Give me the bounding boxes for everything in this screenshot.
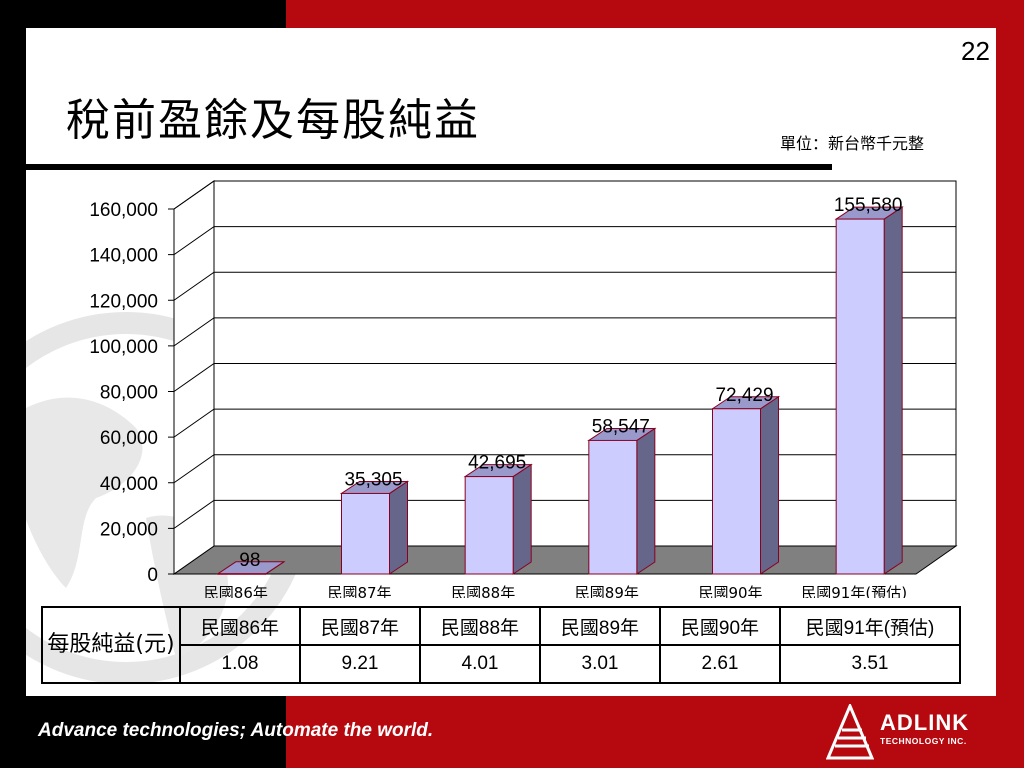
x-category-label: 民國91年(預估) — [801, 584, 907, 598]
eps-header-row: 每股純益(元) 民國86年 民國87年 民國88年 民國89年 民國90年 民國… — [41, 606, 961, 684]
bar-side — [389, 480, 408, 575]
eps-value-cell: 3.51 — [779, 644, 961, 684]
bar-side — [883, 206, 903, 575]
eps-header-cell: 民國86年 — [179, 606, 301, 646]
unit-label: 單位：新台幣千元整 — [780, 134, 925, 153]
adlink-triangle-icon — [825, 702, 875, 760]
bar-side — [512, 463, 532, 575]
bar — [712, 408, 761, 575]
bar-chart: 0 20,000 40,000 60,000 80,000 100,000 120,000 1… — [89, 180, 958, 598]
bar-value-label: 98 — [239, 550, 260, 571]
bar — [341, 492, 390, 575]
eps-value-cell: 3.01 — [539, 644, 661, 684]
footer-tagline: Advance technologies; Automate the world… — [38, 720, 434, 741]
eps-header-cell: 民國89年 — [539, 606, 661, 646]
logo-sub: TECHNOLOGY INC. — [880, 736, 967, 746]
bar-value-label: 35,305 — [344, 469, 402, 490]
bar — [588, 439, 638, 575]
gridline — [173, 499, 956, 529]
bar — [217, 573, 267, 575]
eps-value-row: 1.08 9.21 4.01 3.01 2.61 3.51 — [42, 644, 961, 684]
y-tick-label: 120,000 — [89, 291, 158, 312]
slide: 22 稅前盈餘及每股純益 單位：新台幣千元整 0 20,000 40,000 60,0… — [26, 28, 996, 696]
y-tick-label: 60,000 — [100, 428, 158, 449]
eps-table: 每股純益(元) 民國86年 民國87年 民國88年 民國89年 民國90年 民國… — [41, 606, 961, 684]
eps-header-cell: 民國90年 — [659, 606, 781, 646]
gridline — [173, 180, 956, 210]
gridline — [173, 317, 956, 347]
x-category-label: 民國89年 — [575, 584, 639, 598]
gridline — [173, 363, 956, 392]
bar-value-label: 58,547 — [592, 416, 650, 437]
x-category-label: 民國86年 — [204, 584, 268, 598]
eps-value-cell: 1.08 — [179, 644, 301, 684]
eps-label: 每股純益(元) — [41, 606, 181, 684]
gridline — [173, 408, 956, 438]
bar-value-label: 72,429 — [715, 385, 773, 406]
bar-side — [760, 395, 779, 575]
eps-header-cell: 民國91年(預估) — [779, 606, 961, 646]
gridline — [173, 226, 956, 256]
eps-value-cell: 2.61 — [659, 644, 781, 684]
bar — [464, 476, 514, 575]
y-tick-label: 40,000 — [100, 474, 158, 495]
eps-header-cell: 民國87年 — [299, 606, 421, 646]
y-tick-label: 20,000 — [100, 519, 158, 540]
x-category-label: 民國90年 — [698, 584, 762, 598]
gridline — [173, 271, 956, 301]
y-tick-label: 0 — [147, 565, 158, 586]
page-number: 22 — [961, 36, 990, 66]
bar-side — [636, 427, 656, 575]
page-title: 稅前盈餘及每股純益 — [66, 95, 480, 146]
eps-value-cell: 4.01 — [419, 644, 541, 684]
y-tick-label: 80,000 — [100, 383, 158, 404]
adlink-logo: ADLINK TECHNOLOGY INC. — [825, 702, 1006, 760]
bar — [835, 218, 885, 575]
gridline — [173, 454, 956, 484]
eps-header-cell: 民國88年 — [419, 606, 541, 646]
logo-name: ADLINK — [880, 710, 970, 735]
bar-value-label: 42,695 — [468, 453, 526, 474]
x-category-label: 民國88年 — [451, 584, 515, 598]
y-tick-label: 100,000 — [89, 337, 158, 358]
bar-value-label: 155,580 — [834, 195, 903, 216]
title-rule — [26, 164, 832, 170]
eps-value-cell: 9.21 — [299, 644, 421, 684]
y-tick-label: 140,000 — [89, 246, 158, 267]
y-tick-label: 160,000 — [89, 200, 158, 221]
x-category-label: 民國87年 — [327, 584, 391, 598]
